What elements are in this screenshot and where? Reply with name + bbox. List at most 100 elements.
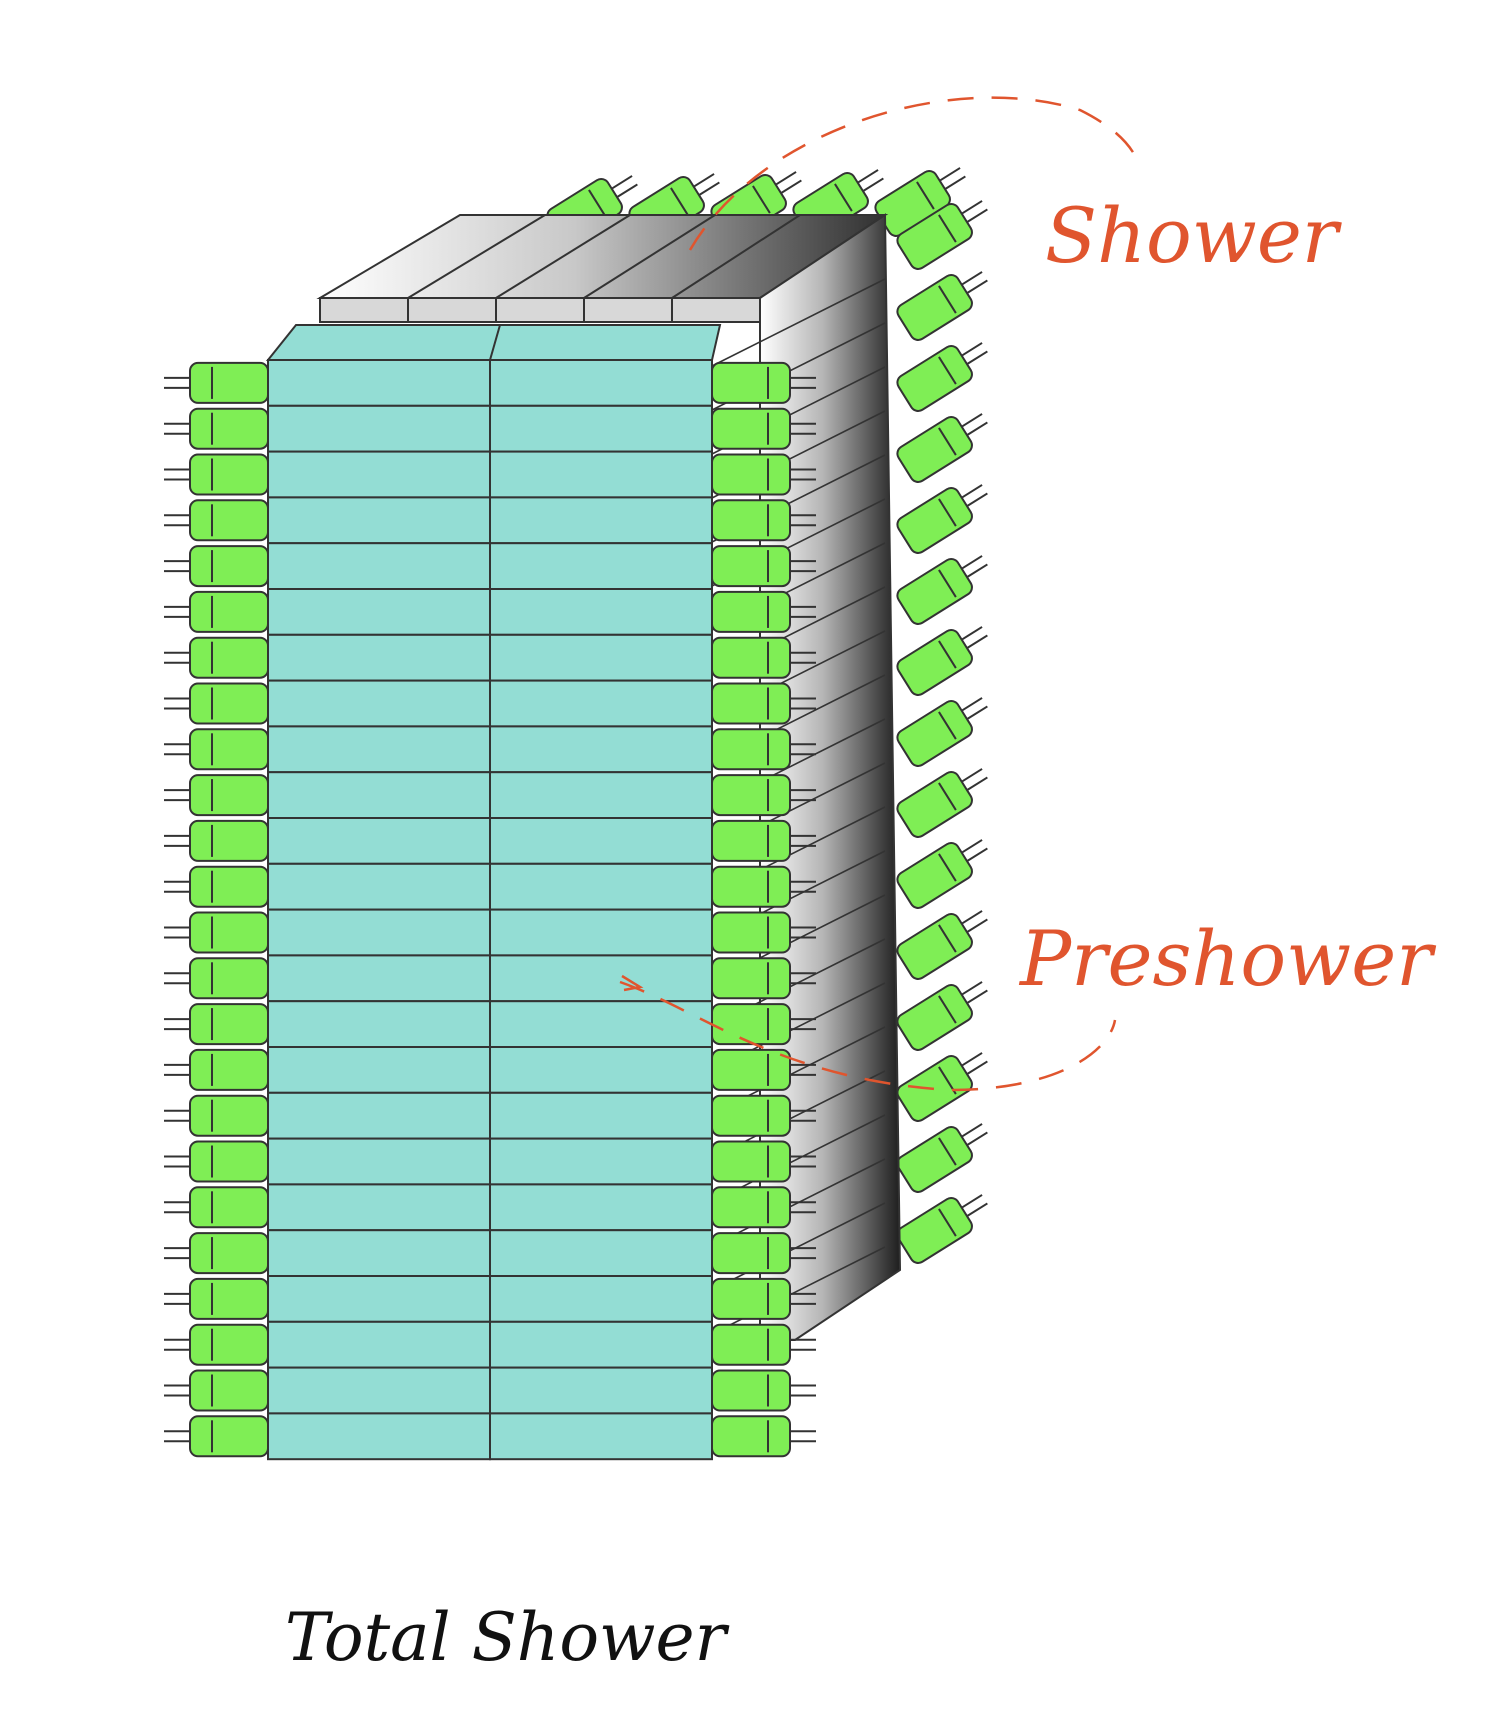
- pmt-left-2: [164, 407, 269, 450]
- pmt-right-24: [711, 1415, 816, 1458]
- preshower-block: [489, 771, 713, 820]
- pmt-left-19: [164, 1186, 269, 1229]
- preshower-block-array: [265, 324, 722, 1461]
- pmt-back-11: [896, 910, 988, 980]
- pmt-right-22: [711, 1323, 816, 1366]
- preshower-block: [267, 1137, 491, 1186]
- shower-label: Shower: [1045, 191, 1343, 280]
- pmt-right-15: [711, 1003, 816, 1046]
- shower-block-stack: [316, 213, 902, 1341]
- pmt-right-17: [711, 1094, 816, 1137]
- pmt-back-13: [896, 1052, 988, 1122]
- pmt-back-8: [896, 697, 988, 767]
- pmt-right-7: [711, 636, 816, 679]
- preshower-block: [489, 633, 713, 682]
- preshower-block: [267, 725, 491, 774]
- pmt-back-3: [896, 342, 988, 412]
- pmt-back-1: [896, 200, 988, 270]
- shower-top-block-divider: [671, 214, 801, 299]
- pmt-back-6: [896, 555, 988, 625]
- pmt-left-22: [164, 1323, 269, 1366]
- pmt-left-6: [164, 590, 269, 633]
- pmt-left-9: [164, 728, 269, 771]
- preshower-block: [489, 1183, 713, 1232]
- pmt-right-10: [711, 774, 816, 817]
- pmt-right-9: [711, 728, 816, 771]
- pmt-left-21: [164, 1277, 269, 1320]
- pmt-back-2: [896, 271, 988, 341]
- pmt-right-13: [711, 911, 816, 954]
- preshower-block: [267, 1183, 491, 1232]
- pmt-left-8: [164, 682, 269, 725]
- preshower-block: [489, 1366, 713, 1415]
- preshower-block: [267, 679, 491, 728]
- shower-top-block-divider: [495, 214, 631, 299]
- pmt-left-13: [164, 911, 269, 954]
- preshower-block: [489, 1412, 713, 1461]
- preshower-block: [489, 1046, 713, 1094]
- preshower-block: [267, 817, 491, 865]
- pmt-right-20: [711, 1232, 816, 1275]
- back-pmt-column: [896, 200, 988, 1264]
- pmt-left-17: [164, 1094, 269, 1137]
- preshower-block: [489, 496, 713, 545]
- pmt-back-12: [896, 981, 988, 1051]
- preshower-block: [267, 633, 491, 682]
- pmt-right-11: [711, 819, 816, 862]
- preshower-block: [267, 1275, 491, 1323]
- shower-top-block-divider: [583, 214, 716, 299]
- shower-side-divider: [711, 1202, 886, 1291]
- pmt-right-18: [711, 1140, 816, 1183]
- preshower-block: [267, 1091, 491, 1140]
- preshower-block: [489, 404, 713, 453]
- preshower-block: [267, 1412, 491, 1461]
- pmt-left-15: [164, 1003, 269, 1046]
- pmt-right-3: [711, 453, 816, 496]
- pmt-left-11: [164, 819, 269, 862]
- pmt-left-3: [164, 453, 269, 496]
- preshower-block: [489, 542, 713, 591]
- preshower-block: [267, 862, 491, 911]
- left-pmt-column: [164, 361, 269, 1458]
- preshower-block: [489, 817, 713, 865]
- preshower-block: [267, 1229, 491, 1277]
- pmt-back-4: [896, 413, 988, 483]
- preshower-label: Preshower: [1018, 914, 1437, 1003]
- pmt-back-7: [896, 626, 988, 696]
- preshower-block: [267, 771, 491, 820]
- preshower-block: [489, 588, 713, 636]
- pmt-right-5: [711, 545, 816, 588]
- pmt-left-4: [164, 499, 269, 542]
- shower-top-block-divider: [407, 214, 546, 299]
- preshower-block: [267, 542, 491, 591]
- preshower-block: [267, 908, 491, 957]
- preshower-block: [489, 1229, 713, 1277]
- pmt-back-10: [896, 839, 988, 909]
- preshower-block: [489, 679, 713, 728]
- preshower-block: [489, 1275, 713, 1323]
- pmt-right-14: [711, 957, 816, 1000]
- pmt-left-5: [164, 545, 269, 588]
- preshower-block: [267, 496, 491, 545]
- pmt-right-8: [711, 682, 816, 725]
- pmt-right-19: [711, 1186, 816, 1229]
- preshower-block: [489, 450, 713, 499]
- shower-side-divider: [711, 278, 886, 367]
- preshower-block: [267, 404, 491, 453]
- pmt-left-10: [164, 774, 269, 817]
- right-pmt-column: [711, 361, 816, 1458]
- preshower-block: [489, 1320, 713, 1369]
- pmt-right-6: [711, 590, 816, 633]
- pmt-left-12: [164, 865, 269, 908]
- total-shower-label: Total Shower: [285, 1599, 730, 1676]
- pmt-right-12: [711, 865, 816, 908]
- pmt-back-14: [896, 1123, 988, 1193]
- pmt-left-20: [164, 1232, 269, 1275]
- shower-annotation-arc: [688, 96, 1142, 251]
- preshower-block: [489, 1137, 713, 1186]
- preshower-block: [267, 1320, 491, 1369]
- pmt-left-1: [164, 361, 269, 404]
- preshower-block: [489, 954, 713, 1003]
